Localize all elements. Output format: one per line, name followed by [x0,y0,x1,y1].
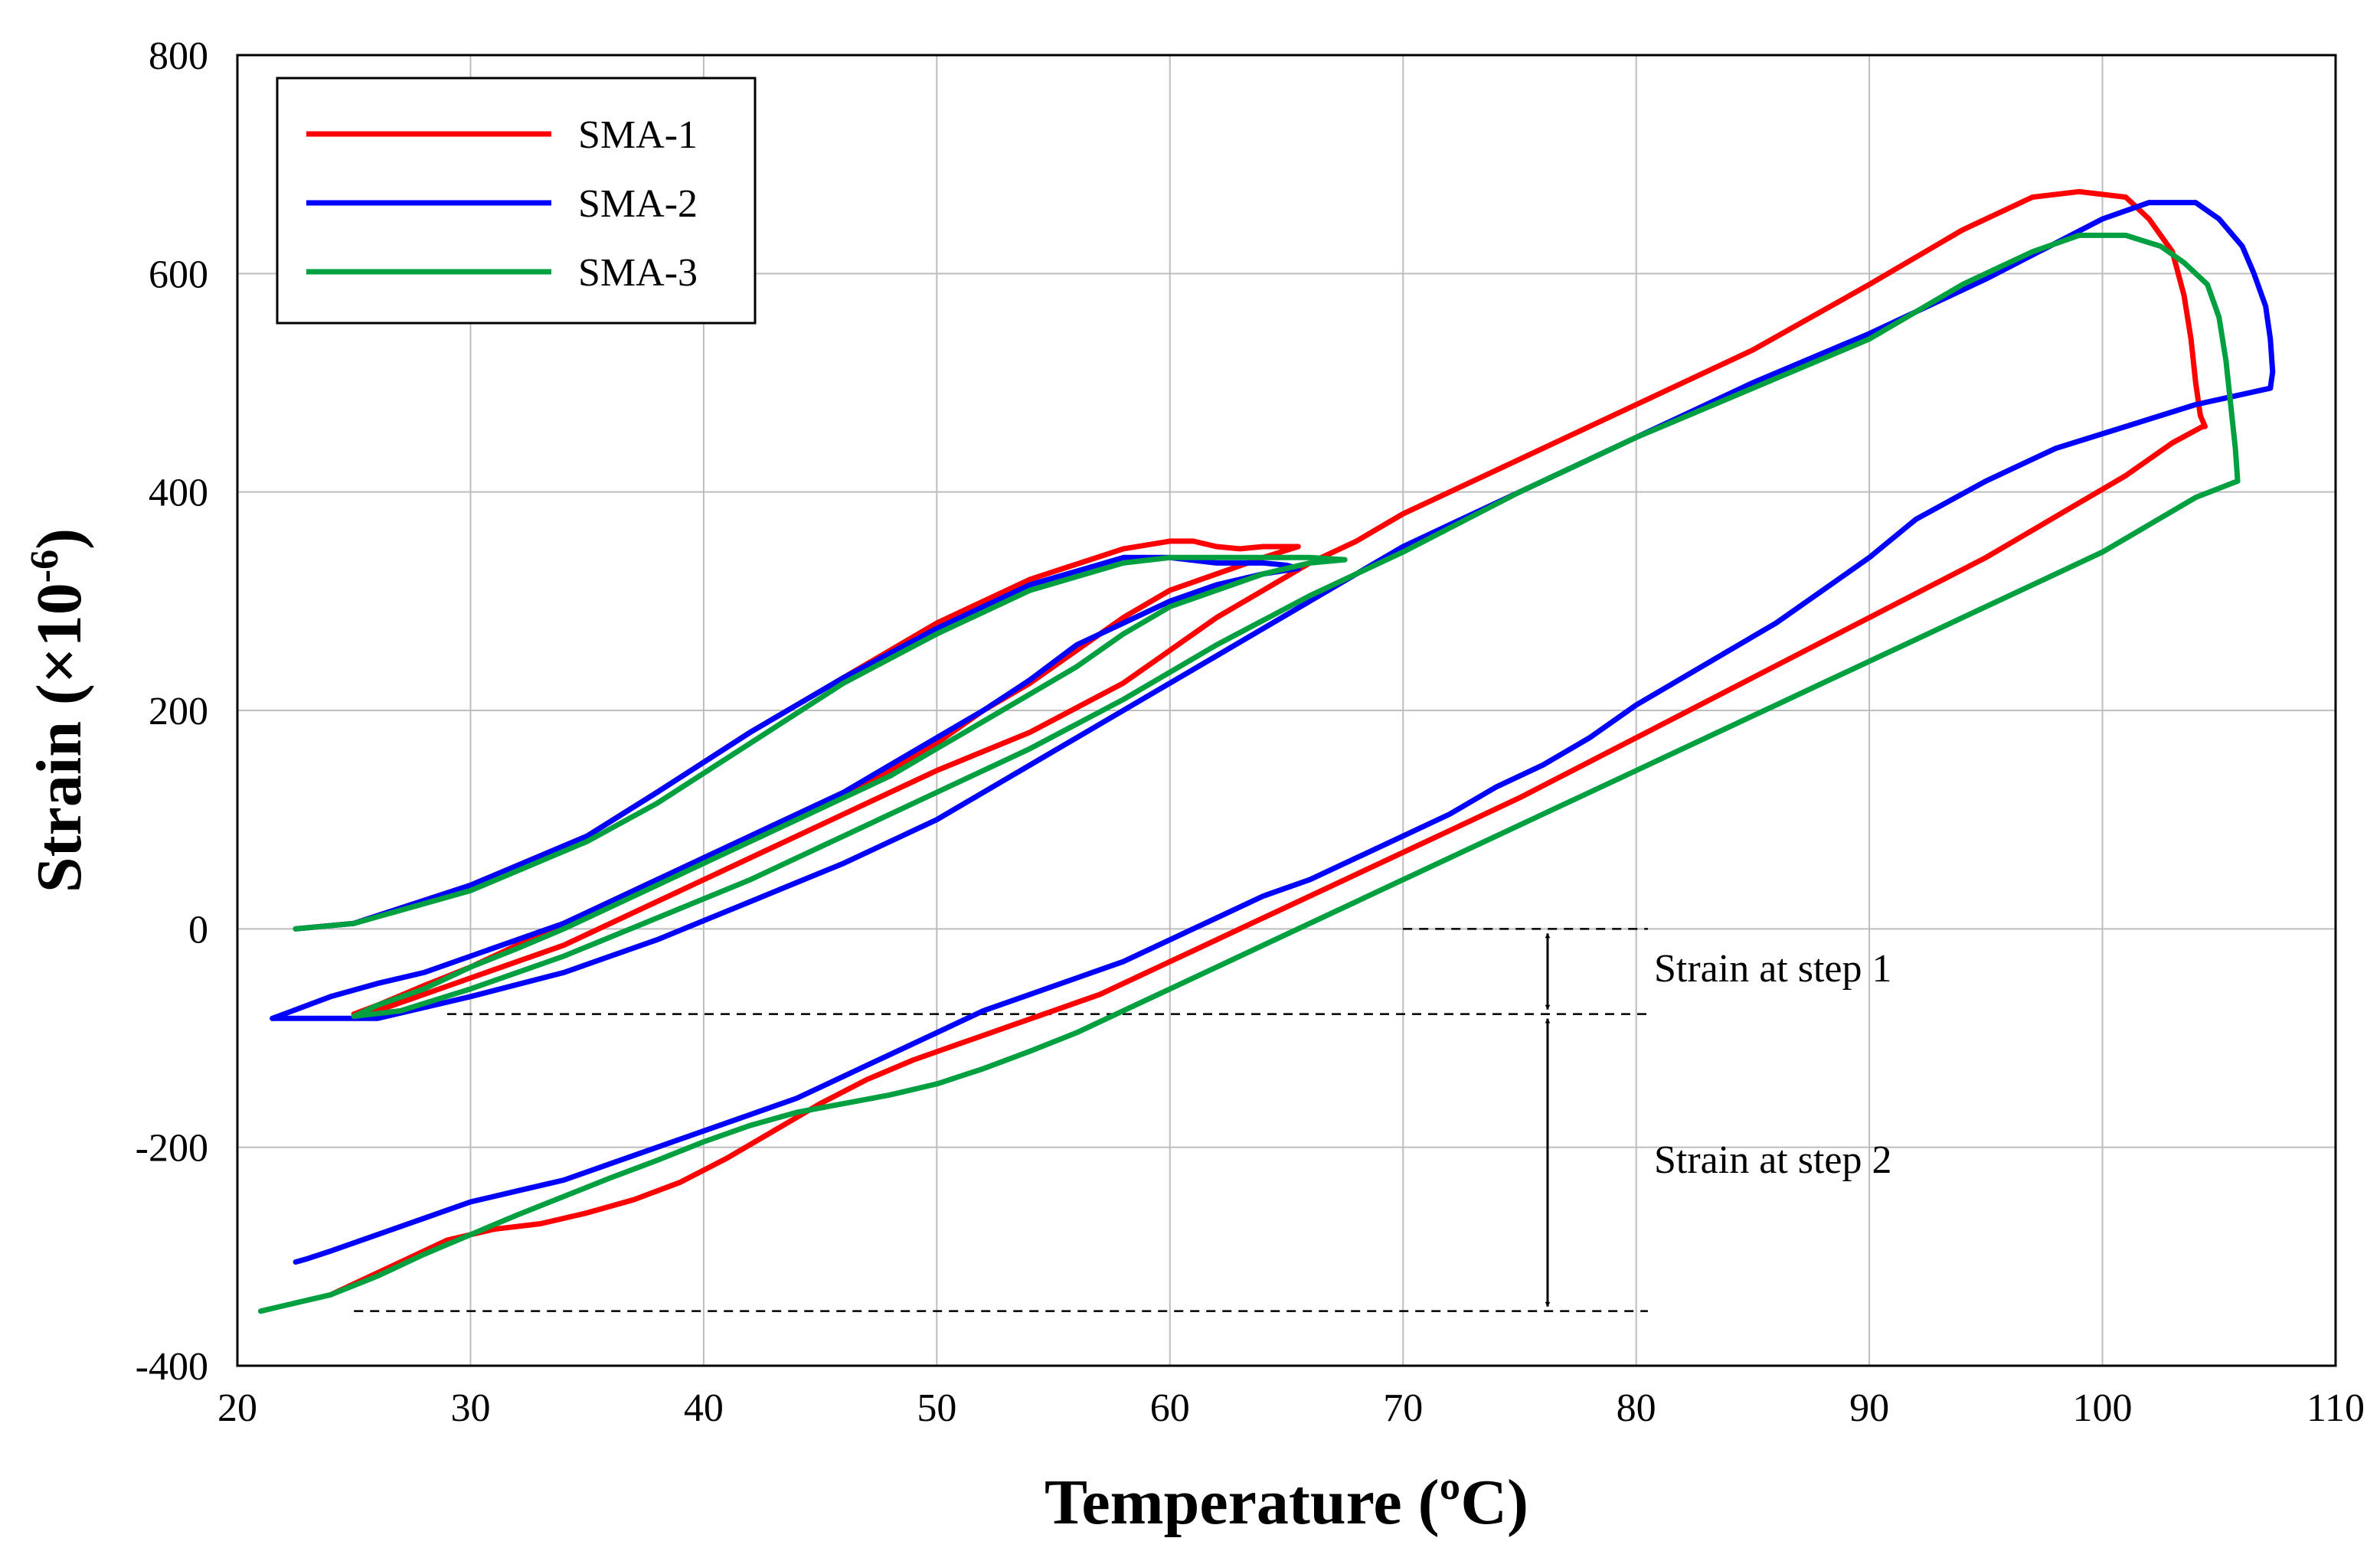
x-tick-label: 40 [684,1386,724,1430]
series-line-sma-2 [293,554,1301,932]
y-tick-label: -200 [136,1127,208,1171]
legend-label-sma-1: SMA-1 [578,113,698,157]
y-tick-label: 400 [149,472,208,515]
y-tick-label: 800 [149,34,208,78]
grid-lines [237,55,2336,1366]
series-line-sma-3 [257,478,2241,1314]
series-line-sma-2 [270,566,1301,1021]
x-tick-label: 110 [2306,1386,2365,1430]
y-axis-title-main: Strain (×10 [24,583,95,893]
y-axis-title: Strain (×10-6) [23,528,95,893]
x-tick-label: 50 [917,1386,956,1430]
x-tick-label: 80 [1617,1386,1656,1430]
x-tick-label: 60 [1150,1386,1190,1430]
x-tick-label: 20 [217,1386,257,1430]
series-line-sma-2 [293,385,2274,1265]
x-tick-label: 70 [1383,1386,1423,1430]
y-tick-label: 200 [149,690,208,733]
x-axis-title: Temperature (ºC) [1045,1467,1528,1538]
legend-label-sma-3: SMA-3 [578,251,698,295]
y-axis-ticks: -400 -200 0 200 400 600 800 [136,34,208,1389]
y-tick-label: 600 [149,253,208,296]
annotation-step-2: Strain at step 2 [1654,1138,1892,1182]
legend-label-sma-2: SMA-2 [578,182,698,226]
x-axis-ticks: 20 30 40 50 60 70 80 90 100 110 [217,1386,2365,1430]
x-tick-label: 90 [1849,1386,1889,1430]
y-axis-title-close: ) [24,528,95,550]
x-tick-label: 30 [450,1386,490,1430]
y-tick-label: 0 [188,908,208,952]
series-line-sma-3 [293,554,1348,932]
plot-border [236,54,2337,1367]
series-line-sma-3 [351,232,2241,1019]
series-sma-3 [257,232,2241,1314]
series-line-sma-1 [351,188,2208,1017]
y-axis-title-sup: -6 [23,550,67,583]
series-line-sma-3 [351,557,1348,1019]
annotation-step-1: Strain at step 1 [1654,947,1892,991]
legend: SMA-1 SMA-2 SMA-3 [276,77,757,325]
y-tick-label: -400 [136,1345,208,1389]
x-tick-label: 100 [2073,1386,2133,1430]
series-layer [257,188,2276,1314]
series-line-sma-1 [328,423,2205,1298]
